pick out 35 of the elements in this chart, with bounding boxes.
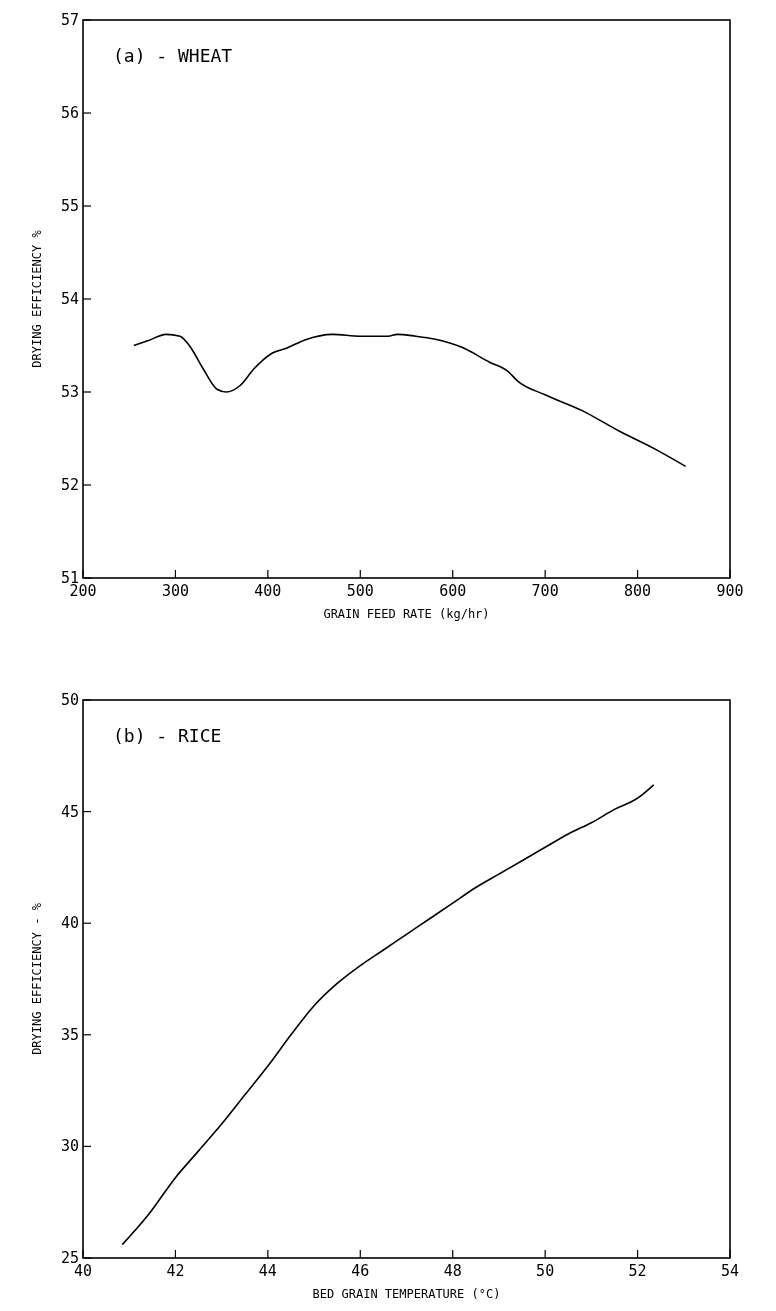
text: (b) - RICE [113, 725, 222, 746]
x-tick-label: 600 [439, 582, 467, 600]
x-tick-label: 200 [69, 582, 97, 600]
y-tick-label: 50 [60, 691, 79, 709]
y-tick-label: 35 [60, 1025, 79, 1044]
y-tick-label: 40 [60, 914, 79, 933]
x-tick-label: 44 [258, 1262, 277, 1280]
x-tick-label: 54 [720, 1262, 740, 1280]
y-tick-label: 30 [60, 1137, 79, 1156]
y-tick-label: 54 [60, 290, 79, 308]
x-tick-label: 42 [166, 1262, 185, 1280]
x-tick-label: 46 [351, 1262, 370, 1280]
y-tick-label: 53 [60, 383, 79, 401]
x-axis-title: BED GRAIN TEMPERATURE (°C) [312, 1287, 501, 1301]
y-axis-title: DRYING EFFICIENCY - % [30, 902, 44, 1055]
x-tick-label: 52 [628, 1262, 647, 1280]
x-axis-title: GRAIN FEED RATE (kg/hr) [323, 607, 490, 621]
x-tick-label: 48 [443, 1262, 462, 1280]
y-tick-label: 57 [60, 11, 79, 29]
x-tick-label: 500 [346, 582, 374, 600]
x-tick-label: 700 [531, 582, 559, 600]
y-tick-label: 56 [60, 104, 79, 122]
x-tick-label: 400 [254, 582, 282, 600]
y-tick-label: 55 [60, 197, 79, 215]
x-tick-label: 50 [536, 1262, 555, 1280]
y-tick-label: 52 [60, 476, 79, 494]
y-tick-label: 45 [60, 802, 79, 821]
line-series [121, 784, 655, 1246]
x-tick-label: 40 [73, 1262, 93, 1280]
y-axis-title: DRYING EFFICIENCY % [30, 229, 44, 368]
x-tick-label: 300 [161, 582, 189, 600]
text: (a) - WHEAT [113, 45, 233, 66]
x-tick-label: 900 [716, 582, 744, 600]
x-tick-label: 800 [624, 582, 652, 600]
line-series [133, 333, 687, 468]
